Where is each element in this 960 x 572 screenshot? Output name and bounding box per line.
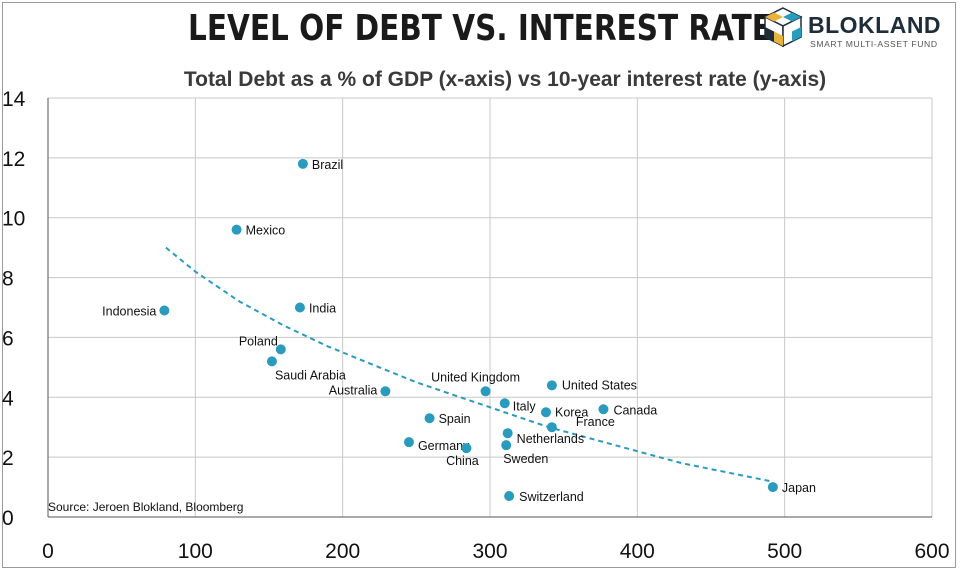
- x-tick-label: 400: [620, 540, 655, 563]
- point-label: Netherlands: [517, 432, 584, 446]
- data-point: [480, 386, 491, 397]
- data-point: [499, 398, 510, 409]
- data-point: [266, 356, 277, 367]
- point-label: United States: [562, 378, 637, 392]
- data-point: [502, 428, 513, 439]
- x-tick-label: 300: [472, 540, 507, 563]
- data-point: [767, 482, 778, 493]
- logo-name: BLOKLAND: [808, 12, 942, 38]
- data-point: [403, 437, 414, 448]
- x-tick-label: 100: [178, 540, 213, 563]
- data-point: [424, 413, 435, 424]
- point-label: Brazil: [312, 158, 343, 172]
- y-tick-label: 14: [2, 88, 26, 111]
- y-tick-label: 8: [2, 268, 14, 291]
- y-tick-label: 6: [2, 327, 14, 350]
- point-label: Italy: [513, 399, 537, 413]
- data-point: [501, 440, 512, 451]
- point-label: Canada: [613, 403, 657, 417]
- y-tick-label: 0: [2, 507, 14, 530]
- chart-subtitle: Total Debt as a % of GDP (x-axis) vs 10-…: [183, 68, 827, 91]
- y-tick-label: 4: [2, 387, 14, 410]
- source-note: Source: Jeroen Blokland, Bloomberg: [48, 500, 243, 514]
- data-point: [231, 224, 242, 235]
- point-label: Australia: [329, 383, 378, 397]
- point-label: Switzerland: [519, 490, 584, 504]
- point-label: France: [576, 415, 615, 429]
- trend-line: [165, 246, 771, 483]
- data-point: [546, 422, 557, 433]
- y-tick-label: 2: [2, 447, 14, 470]
- data-point: [461, 443, 472, 454]
- data-point: [540, 407, 551, 418]
- x-tick-label: 600: [914, 540, 949, 563]
- data-point: [598, 404, 609, 415]
- point-label: Japan: [782, 481, 816, 495]
- y-axis-ticks: 0 2 4 6 8 10 12 14: [2, 88, 26, 530]
- data-point: [159, 305, 170, 316]
- point-label: Germany: [418, 439, 470, 453]
- y-tick-label: 12: [2, 148, 25, 171]
- point-label: China: [446, 454, 479, 468]
- point-label: Poland: [239, 334, 278, 348]
- brand-logo: BLOKLAND SMART MULTI-ASSET FUND: [760, 6, 956, 49]
- point-label: Korea: [555, 405, 588, 419]
- x-tick-label: 0: [42, 540, 54, 563]
- data-point: [294, 302, 305, 313]
- x-tick-label: 500: [767, 540, 802, 563]
- point-label: Indonesia: [102, 304, 156, 318]
- y-tick-label: 10: [2, 208, 25, 231]
- point-label: Mexico: [246, 224, 286, 238]
- point-label: Sweden: [503, 452, 548, 466]
- data-point: [380, 386, 391, 397]
- logo-tagline: SMART MULTI-ASSET FUND: [810, 39, 938, 49]
- point-label: Saudi Arabia: [275, 368, 346, 382]
- cube-logo-icon: [763, 7, 803, 48]
- data-point: [297, 158, 308, 169]
- x-tick-label: 200: [325, 540, 360, 563]
- point-label: United Kingdom: [431, 370, 520, 384]
- data-points: Brazil Mexico Indonesia India Poland Saudi Ar…: [102, 158, 816, 504]
- data-point: [546, 380, 557, 391]
- data-point: [504, 491, 515, 502]
- point-label: India: [309, 302, 336, 316]
- point-label: Spain: [439, 412, 471, 426]
- x-axis-ticks: 0 100 200 300 400 500 600: [42, 540, 949, 563]
- chart-title: LEVEL OF DEBT VS. INTEREST RATE: [188, 8, 772, 49]
- data-point: [275, 344, 286, 355]
- grid-lines: [47, 97, 933, 518]
